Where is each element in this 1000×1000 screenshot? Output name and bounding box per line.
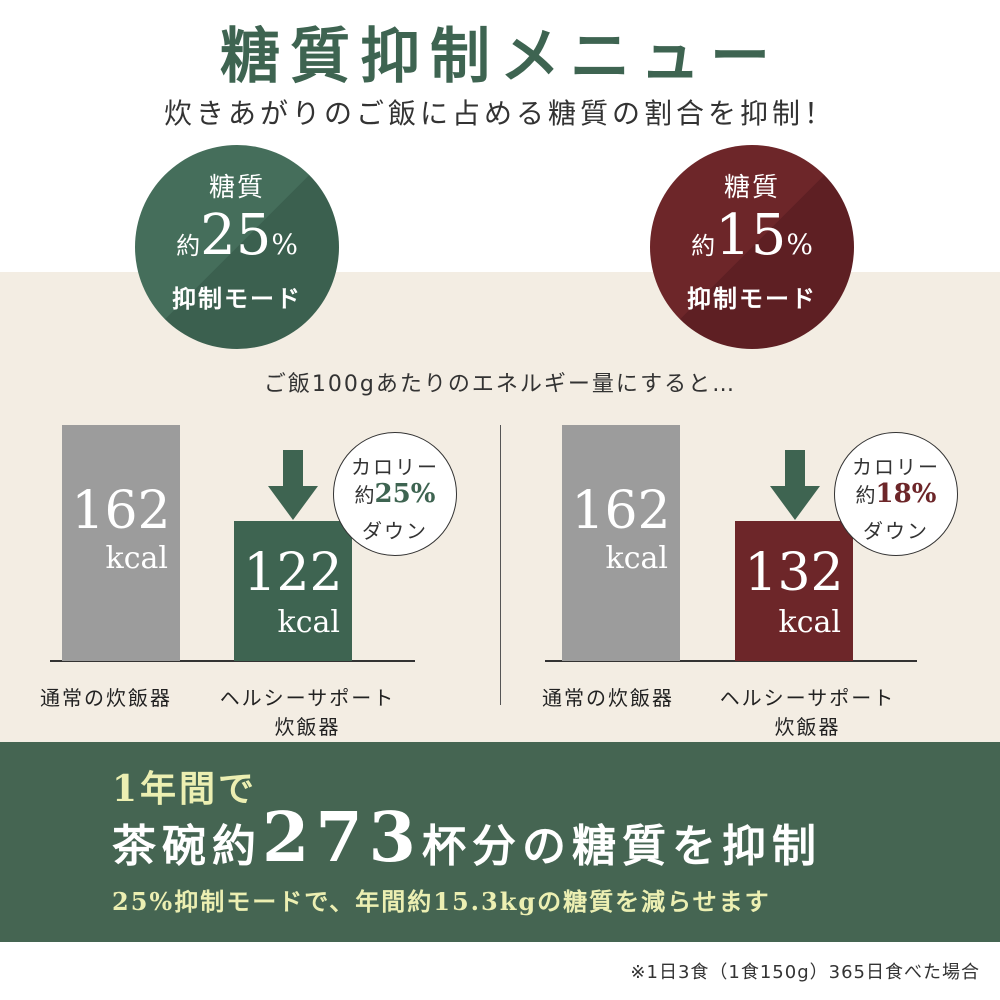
left-normal-bar: 162 kcal xyxy=(62,425,180,661)
mode-label: 糖質 xyxy=(650,167,854,204)
mode-percent: 約15% xyxy=(650,203,854,268)
badge-value: 約25% xyxy=(334,479,456,509)
mode-label: 糖質 xyxy=(135,167,339,204)
healthy-kcal-unit: kcal xyxy=(779,605,841,640)
left-normal-label: 通常の炊飯器 xyxy=(40,682,172,711)
summary-band: 1年間で 茶碗約273杯分の糖質を抑制 25%抑制モードで、年間約15.3kgの… xyxy=(0,742,1000,942)
healthy-label-line1: ヘルシーサポート xyxy=(200,682,415,711)
healthy-label-line1: ヘルシーサポート xyxy=(700,682,915,711)
mode-15-circle: 糖質 約15% 抑制モード xyxy=(650,145,854,349)
mode-percent: 約25% xyxy=(135,203,339,268)
right-normal-bar: 162 kcal xyxy=(562,425,680,661)
mode-percent-value: 25 xyxy=(200,203,271,268)
right-calorie-badge: カロリー 約18% ダウン xyxy=(834,432,958,556)
badge-value: 約18% xyxy=(835,479,957,509)
mode-25-circle: 糖質 約25% 抑制モード xyxy=(135,145,339,349)
healthy-kcal-value: 122 xyxy=(234,543,352,603)
healthy-kcal-value: 132 xyxy=(735,543,853,603)
mode-prefix: 約 xyxy=(691,232,715,260)
down-arrow-icon xyxy=(268,450,318,520)
page-subtitle: 炊きあがりのご飯に占める糖質の割合を抑制！ xyxy=(0,92,1000,132)
summary-headline-number: 273 xyxy=(262,798,422,878)
mode-percent-unit: % xyxy=(271,228,298,261)
mode-percent-unit: % xyxy=(786,228,813,261)
healthy-kcal-unit: kcal xyxy=(278,605,340,640)
footnote: ※1日3食（1食150g）365日食べた場合 xyxy=(630,958,980,984)
mode-name: 抑制モード xyxy=(135,279,339,314)
energy-note: ご飯100gあたりのエネルギー量にすると… xyxy=(0,366,1000,398)
summary-headline-post: 杯分の糖質を抑制 xyxy=(422,821,822,872)
page-title: 糖質抑制メニュー xyxy=(0,8,1000,95)
normal-kcal-value: 162 xyxy=(62,481,180,541)
mode-name: 抑制モード xyxy=(650,279,854,314)
right-healthy-label: ヘルシーサポート 炊飯器 xyxy=(700,682,915,740)
badge-label: カロリー xyxy=(334,451,456,480)
badge-percent: 18% xyxy=(876,479,937,509)
healthy-label-line2: 炊飯器 xyxy=(200,711,415,740)
mode-percent-value: 15 xyxy=(715,203,786,268)
normal-kcal-unit: kcal xyxy=(606,541,668,576)
summary-headline-pre: 茶碗約 xyxy=(112,821,262,872)
left-healthy-label: ヘルシーサポート 炊飯器 xyxy=(200,682,415,740)
center-divider xyxy=(500,425,501,705)
badge-down: ダウン xyxy=(334,515,456,544)
summary-detail: 25%抑制モードで、年間約15.3kgの糖質を減らせます xyxy=(112,882,771,917)
healthy-label-line2: 炊飯器 xyxy=(700,711,915,740)
badge-prefix: 約 xyxy=(355,483,375,507)
mode-prefix: 約 xyxy=(176,232,200,260)
badge-percent: 25% xyxy=(375,479,436,509)
normal-kcal-unit: kcal xyxy=(106,541,168,576)
summary-headline: 茶碗約273杯分の糖質を抑制 xyxy=(112,798,822,878)
right-normal-label: 通常の炊飯器 xyxy=(542,682,674,711)
normal-kcal-value: 162 xyxy=(562,481,680,541)
badge-label: カロリー xyxy=(835,451,957,480)
badge-prefix: 約 xyxy=(856,483,876,507)
left-calorie-badge: カロリー 約25% ダウン xyxy=(333,432,457,556)
badge-down: ダウン xyxy=(835,515,957,544)
down-arrow-icon xyxy=(770,450,820,520)
